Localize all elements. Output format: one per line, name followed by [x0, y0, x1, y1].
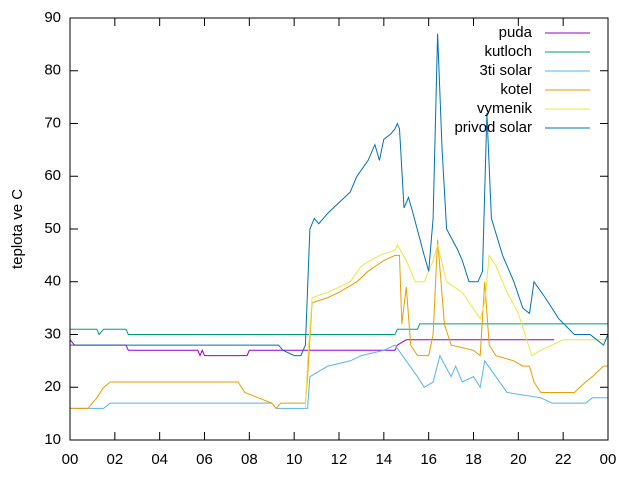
series-line [70, 344, 608, 409]
x-tick-label: 08 [241, 451, 258, 468]
x-tick-label: 00 [62, 451, 79, 468]
y-tick-label: 10 [44, 431, 61, 448]
x-tick-label: 18 [465, 451, 482, 468]
series-line [70, 239, 608, 410]
series-line [70, 33, 609, 357]
y-tick-label: 20 [44, 378, 61, 395]
series-line [304, 242, 608, 409]
x-tick-label: 16 [420, 451, 437, 468]
x-tick-label: 02 [106, 451, 123, 468]
x-tick-label: 20 [510, 451, 527, 468]
x-tick-label: 10 [286, 451, 303, 468]
legend-label: 3ti solar [479, 62, 532, 79]
x-tick-label: 22 [555, 451, 572, 468]
y-axis-label: teplota ve C [9, 189, 26, 269]
legend-label: puda [499, 24, 533, 41]
y-tick-label: 40 [44, 273, 61, 290]
plot-border [69, 17, 609, 441]
legend-label: kutloch [484, 43, 532, 60]
y-tick-label: 30 [44, 325, 61, 342]
y-tick-label: 70 [44, 114, 61, 131]
y-tick-label: 60 [44, 167, 61, 184]
x-tick-label: 14 [375, 451, 392, 468]
legend-label: vymenik [477, 100, 533, 117]
legend-label: privod solar [454, 119, 532, 136]
x-tick-label: 04 [151, 451, 168, 468]
series-line [70, 323, 608, 336]
x-tick-label: 00 [600, 451, 617, 468]
x-tick-label: 06 [196, 451, 213, 468]
x-tick-label: 12 [331, 451, 348, 468]
series-line [69, 339, 555, 357]
y-tick-label: 90 [44, 9, 61, 26]
legend-label: kotel [500, 81, 532, 98]
y-tick-label: 80 [44, 62, 61, 79]
y-tick-label: 50 [44, 220, 61, 237]
